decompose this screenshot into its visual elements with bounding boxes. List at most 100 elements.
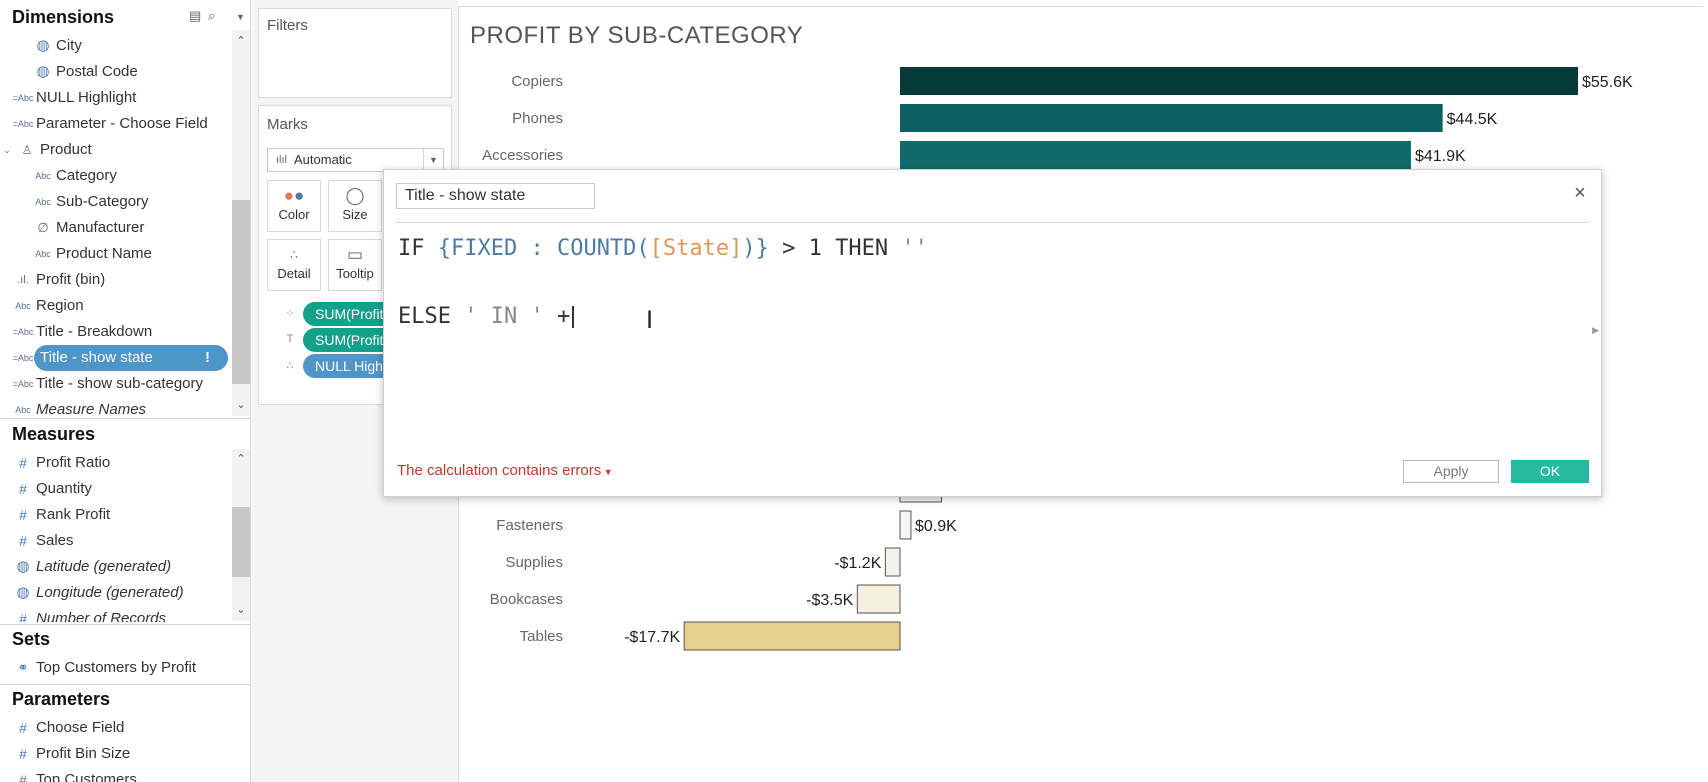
measures-scroll-thumb[interactable]	[232, 507, 250, 577]
field-sales[interactable]: # Sales	[0, 528, 74, 554]
viz-title: PROFIT BY SUB-CATEGORY	[470, 22, 804, 49]
expand-arrow-icon[interactable]: ▶	[1592, 325, 1599, 335]
code-function: {FIXED : COUNTD(	[437, 236, 650, 261]
field-label: Measure Names	[36, 401, 147, 418]
error-message[interactable]: The calculation contains errors ▼	[397, 462, 613, 479]
param-choose-field[interactable]: # Choose Field	[0, 715, 124, 741]
category-label: Bookcases	[490, 591, 563, 608]
filters-card[interactable]: Filters	[258, 8, 452, 98]
tooltip-button[interactable]: ▭ Tooltip	[328, 239, 382, 291]
field-measure-names[interactable]: Abc Measure Names	[0, 397, 146, 423]
bar-bookcases[interactable]	[856, 584, 901, 614]
menu-dropdown-icon[interactable]: ▼	[236, 12, 245, 22]
field-label: Top Customers	[36, 771, 137, 782]
size-button[interactable]: ◯ Size	[328, 180, 382, 232]
formula-line-1[interactable]: IF {FIXED : COUNTD([State])} > 1 THEN ''	[398, 236, 928, 261]
set-icon: ⚭	[17, 660, 29, 676]
field-title-breakdown[interactable]: =Abc Title - Breakdown	[0, 319, 153, 345]
data-label: $55.6K	[1582, 74, 1633, 91]
field-city[interactable]: ◍ City	[0, 33, 81, 59]
field-label: Sales	[36, 532, 74, 549]
code-keyword: IF	[398, 236, 438, 261]
field-title-show-state-row[interactable]: =Abc	[0, 345, 36, 371]
bar-fasteners[interactable]	[899, 510, 912, 540]
calculation-name-input[interactable]: Title - show state	[396, 183, 595, 209]
field-longitude[interactable]: ◍ Longitude (generated)	[0, 580, 183, 606]
param-top-customers[interactable]: # Top Customers	[0, 767, 137, 782]
field-product-name[interactable]: Abc Product Name	[0, 241, 152, 267]
field-rank-profit[interactable]: # Rank Profit	[0, 502, 110, 528]
bar-accessories[interactable]	[900, 141, 1411, 169]
parameter-icon: #	[19, 720, 27, 737]
field-label: Choose Field	[36, 719, 125, 736]
scroll-down-icon[interactable]: ⌄	[236, 604, 246, 616]
number-icon: #	[19, 533, 27, 550]
view-toggle-icon[interactable]: ▤	[189, 8, 202, 23]
mark-type-value: Automatic	[294, 152, 352, 167]
code-field: [State]	[649, 236, 743, 261]
globe-icon: ◍	[36, 63, 50, 81]
bar-phones[interactable]	[900, 104, 1443, 132]
field-number-of-records[interactable]: # Number of Records	[0, 606, 166, 622]
field-label: Postal Code	[56, 63, 138, 80]
field-label: Manufacturer	[56, 219, 145, 236]
field-label: Profit (bin)	[36, 271, 106, 288]
field-category[interactable]: Abc Category	[0, 163, 117, 189]
tooltip-icon: ▭	[346, 245, 364, 264]
string-icon: =Abc	[12, 353, 34, 364]
scroll-up-icon[interactable]: ⌃	[236, 35, 246, 47]
chevron-down-icon[interactable]: ⌄	[3, 145, 11, 156]
detail-button[interactable]: ∴ Detail	[267, 239, 321, 291]
field-title-show-sub-category[interactable]: =Abc Title - show sub-category	[0, 371, 203, 397]
field-label: Latitude (generated)	[36, 558, 172, 575]
chevron-down-icon[interactable]: ▼	[423, 149, 443, 171]
globe-icon: ◍	[16, 558, 30, 576]
label-mark-icon: T	[286, 333, 294, 345]
bar-supplies[interactable]	[884, 547, 901, 577]
formula-line-2[interactable]: ELSE ' IN ' +	[398, 304, 575, 329]
scroll-down-icon[interactable]: ⌄	[236, 399, 246, 411]
field-label: Title - show state	[40, 349, 153, 366]
link-icon: ∅	[37, 220, 49, 236]
bar-copiers[interactable]	[900, 67, 1578, 95]
search-icon[interactable]: ⌕	[208, 8, 216, 23]
field-product-hierarchy[interactable]: ⌄ ♙ Product	[0, 137, 91, 163]
sets-header: Sets	[12, 629, 51, 649]
field-profit-bin[interactable]: .ıl. Profit (bin)	[0, 267, 105, 293]
field-parameter-choose-field[interactable]: =Abc Parameter - Choose Field	[0, 111, 208, 137]
field-label: Rank Profit	[36, 506, 111, 523]
field-postal-code[interactable]: ◍ Postal Code	[0, 59, 138, 85]
field-region[interactable]: Abc Region	[0, 293, 83, 319]
dimensions-scroll-thumb[interactable]	[232, 200, 250, 384]
ok-button[interactable]: OK	[1511, 460, 1589, 483]
mark-type-select[interactable]: ılıl Automatic ▼	[267, 148, 444, 172]
close-icon[interactable]: ×	[1574, 182, 1586, 204]
code-string: ''	[901, 236, 928, 261]
string-icon: Abc	[35, 249, 51, 260]
warning-icon: !	[205, 349, 210, 366]
field-label: Product Name	[56, 245, 152, 262]
field-manufacturer[interactable]: ∅ Manufacturer	[0, 215, 144, 241]
field-sub-category[interactable]: Abc Sub-Category	[0, 189, 148, 215]
category-label: Fasteners	[496, 517, 563, 534]
size-icon: ◯	[345, 186, 365, 205]
param-profit-bin-size[interactable]: # Profit Bin Size	[0, 741, 130, 767]
code-function: )}	[742, 236, 769, 261]
field-quantity[interactable]: # Quantity	[0, 476, 92, 502]
parameters-header: Parameters	[12, 689, 111, 709]
scroll-up-icon[interactable]: ⌃	[236, 453, 246, 465]
field-profit-ratio[interactable]: # Profit Ratio	[0, 450, 110, 476]
parameter-icon: #	[19, 772, 27, 782]
bar-tables[interactable]	[683, 621, 901, 651]
globe-icon: ◍	[36, 37, 50, 55]
set-top-customers[interactable]: ⚭ Top Customers by Profit	[0, 655, 197, 681]
apply-button[interactable]: Apply	[1403, 460, 1499, 483]
shelves-pane: Filters Marks ılıl Automatic ▼ ●● Color …	[252, 0, 463, 782]
category-label: Phones	[512, 110, 563, 127]
field-latitude[interactable]: ◍ Latitude (generated)	[0, 554, 171, 580]
color-button[interactable]: ●● Color	[267, 180, 321, 232]
field-title-show-state-selected[interactable]: Title - show state!	[34, 345, 228, 371]
field-label: Top Customers by Profit	[36, 659, 197, 676]
pill-label: SUM(Profit)	[315, 306, 389, 322]
field-null-highlight[interactable]: =Abc NULL Highlight	[0, 85, 137, 111]
